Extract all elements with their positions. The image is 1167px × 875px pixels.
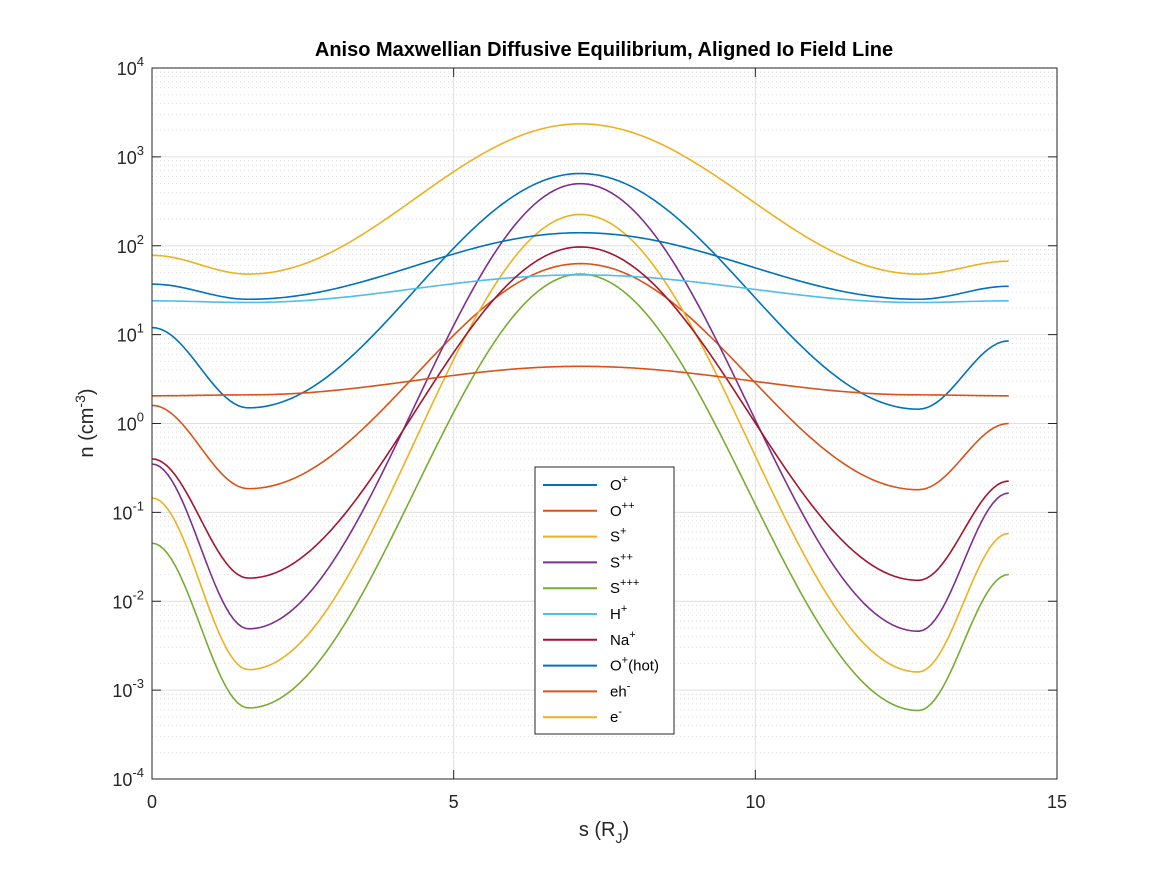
- legend-entry: S+++: [543, 577, 639, 597]
- legend: O+O++S+S++S+++H+Na+O+(hot)eh-e-: [534, 466, 675, 735]
- series-line-nap: [151, 246, 1009, 582]
- series-line-op: [151, 172, 1009, 410]
- series-line-hp: [151, 274, 1009, 304]
- y-tick-exponent: -3: [132, 676, 144, 691]
- y-axis-label-sup: -3: [72, 395, 88, 408]
- y-tick-base: 10: [112, 681, 132, 701]
- legend-entry: O++: [543, 500, 635, 520]
- y-tick-base: 10: [117, 326, 137, 346]
- series-line-ehm: [152, 365, 1009, 397]
- y-tick-base: 10: [117, 237, 137, 257]
- y-axis-label-close: ): [76, 388, 98, 395]
- y-tick-exponent: 3: [137, 143, 144, 158]
- y-tick-label: 100: [117, 410, 144, 435]
- legend-label: S+++: [610, 577, 639, 597]
- series-line-sppp: [151, 273, 1009, 712]
- x-axis-label-sub: J: [616, 830, 623, 846]
- y-tick-label: 102: [117, 232, 144, 257]
- x-tick-label: 5: [449, 792, 459, 812]
- series-line-opp: [151, 262, 1009, 491]
- y-tick-exponent: 4: [137, 54, 144, 69]
- legend-label-sup: -: [627, 680, 631, 692]
- y-tick-label: 101: [117, 321, 144, 346]
- legend-entry: O+: [543, 474, 628, 494]
- y-tick-base: 10: [112, 503, 132, 523]
- y-tick-exponent: -4: [132, 765, 144, 780]
- legend-label-base: O: [610, 658, 622, 675]
- legend-label: O+: [610, 474, 628, 494]
- legend-box: [534, 466, 675, 735]
- legend-entry: S++: [543, 551, 633, 571]
- legend-label-base: H: [610, 606, 621, 623]
- legend-label-sup: +: [622, 655, 628, 667]
- legend-label: e-: [610, 706, 622, 726]
- legend-label-sup: ++: [622, 500, 635, 512]
- x-tick-label: 10: [745, 792, 765, 812]
- x-tick-label: 15: [1047, 792, 1067, 812]
- y-tick-base: 10: [112, 592, 132, 612]
- legend-label-base: eh: [610, 683, 627, 700]
- legend-entry: H+: [543, 603, 627, 623]
- x-tick-labels: 0 5 10 15: [147, 792, 1067, 812]
- legend-label: Na+: [610, 629, 636, 649]
- y-tick-label: 10-4: [112, 765, 144, 790]
- legend-label: H+: [610, 603, 627, 623]
- legend-entry: Na+: [543, 629, 636, 649]
- x-axis-label: s (RJ): [579, 819, 629, 846]
- series-line-ophot: [151, 231, 1009, 301]
- y-axis-label-main: n (cm: [76, 408, 98, 458]
- y-tick-exponent: 0: [137, 410, 144, 425]
- legend-label-sup: -: [618, 706, 622, 718]
- y-tick-exponent: 1: [137, 321, 144, 336]
- series-line-spp: [151, 182, 1009, 632]
- y-tick-base: 10: [117, 415, 137, 435]
- legend-label-sup: +: [620, 526, 626, 538]
- chart-title: Aniso Maxwellian Diffusive Equilibrium, …: [315, 39, 893, 61]
- y-tick-label: 10-3: [112, 676, 144, 701]
- legend-label-base: O: [610, 477, 622, 494]
- legend-label-base: Na: [610, 632, 630, 649]
- y-tick-exponent: -1: [132, 498, 144, 513]
- y-tick-label: 10-1: [112, 498, 144, 523]
- legend-entry: eh-: [543, 680, 631, 700]
- y-tick-exponent: -2: [132, 587, 144, 602]
- y-tick-label: 104: [117, 54, 144, 79]
- legend-label-base: S: [610, 529, 620, 546]
- legend-label-base: O: [610, 503, 622, 520]
- legend-label: O+(hot): [610, 655, 659, 675]
- y-tick-label: 10-2: [112, 587, 144, 612]
- legend-label: S+: [610, 526, 626, 546]
- x-tick-label: 0: [147, 792, 157, 812]
- legend-label: S++: [610, 551, 633, 571]
- legend-label-sup: +: [629, 629, 635, 641]
- legend-label: O++: [610, 500, 635, 520]
- tick-marks: [151, 67, 1058, 780]
- x-axis-label-main: s (R: [579, 819, 616, 841]
- legend-label-base: e: [610, 709, 618, 726]
- legend-label-base: S: [610, 554, 620, 571]
- legend-label-sup: +++: [620, 577, 639, 589]
- legend-entry: O+(hot): [543, 655, 659, 675]
- series-line-sp: [151, 213, 1009, 673]
- legend-entry: S+: [543, 526, 626, 546]
- legend-label-base: S: [610, 580, 620, 597]
- legend-label-sup: +: [622, 474, 628, 486]
- series-line-em: [151, 123, 1009, 275]
- legend-entry: e-: [543, 706, 622, 726]
- legend-label-sup: +: [621, 603, 627, 615]
- legend-label: eh-: [610, 680, 631, 700]
- y-axis-label: n (cm-3): [72, 388, 98, 457]
- x-axis-label-close: ): [623, 819, 630, 841]
- y-tick-label: 103: [117, 143, 144, 168]
- legend-label-tail: (hot): [628, 658, 659, 675]
- series-lines: [151, 123, 1009, 712]
- y-tick-base: 10: [117, 148, 137, 168]
- y-tick-base: 10: [112, 770, 132, 790]
- legend-label-sup: ++: [620, 551, 633, 563]
- y-tick-exponent: 2: [137, 232, 144, 247]
- y-tick-base: 10: [117, 59, 137, 79]
